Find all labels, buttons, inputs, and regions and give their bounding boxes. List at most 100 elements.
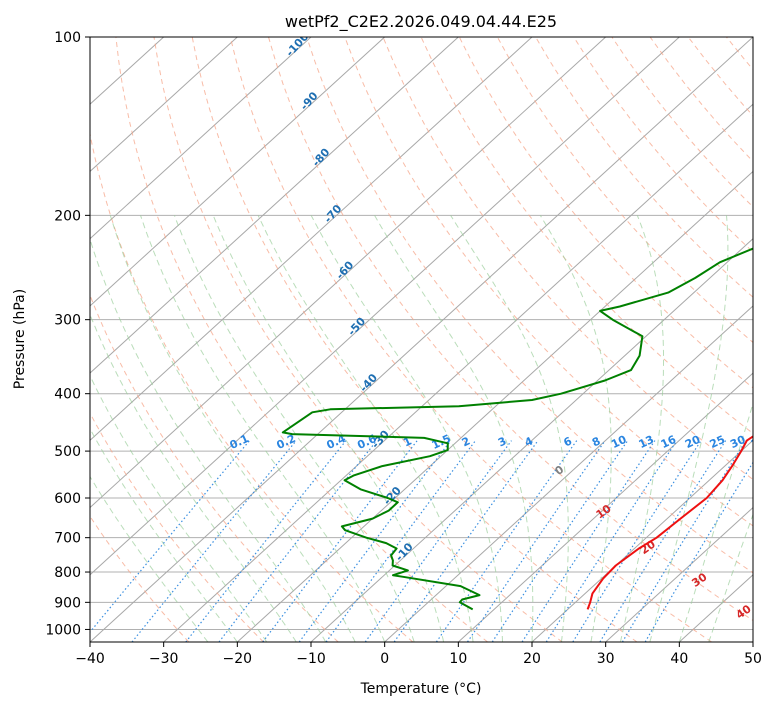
mixing-ratio-line <box>90 440 251 633</box>
x-tick-label: 0 <box>380 651 389 667</box>
moist-adiabat <box>90 313 297 642</box>
moist-adiabat-label: 30 <box>689 570 709 590</box>
isotherm-gridline <box>90 37 753 642</box>
moist-adiabat <box>374 215 534 642</box>
dry-adiabat-label: -40 <box>357 371 380 395</box>
isotherm-gridline <box>90 37 680 576</box>
dry-adiabat-label: -10 <box>393 540 416 564</box>
isotherm-gridline <box>531 439 753 642</box>
dry-adiabat <box>344 37 753 527</box>
dry-adiabat <box>191 37 638 642</box>
moist-adiabat <box>450 215 569 642</box>
y-tick-label: 600 <box>54 491 81 507</box>
dry-adiabat <box>153 37 563 642</box>
dry-adiabat-label: -30 <box>369 427 392 451</box>
isotherm-gridline <box>90 37 533 442</box>
mixing-ratio-label: 0.1 <box>228 432 251 452</box>
mixing-ratio-label: 6 <box>561 434 574 449</box>
moist-adiabat <box>140 215 386 642</box>
dry-adiabat <box>90 412 264 642</box>
isotherm-gridline <box>90 37 607 509</box>
mixing-ratio-line <box>131 440 297 642</box>
moist-adiabat <box>539 215 612 642</box>
mixing-ratio-line <box>218 440 378 642</box>
isotherm-gridline <box>90 37 312 240</box>
isotherm-gridline <box>90 37 238 173</box>
mixing-ratio-label: 36 <box>749 433 769 451</box>
y-axis-label: Pressure (hPa) <box>12 289 28 389</box>
x-tick-label: −20 <box>223 651 253 667</box>
moist-adiabat <box>90 427 238 642</box>
x-tick-label: 10 <box>449 651 467 667</box>
dry-adiabat <box>535 37 753 298</box>
dry-adiabat <box>268 37 753 622</box>
moist-adiabat <box>109 215 356 642</box>
y-tick-label: 500 <box>54 444 81 460</box>
dry-adiabat <box>649 37 753 163</box>
mixing-ratio-label: 10 <box>609 433 629 451</box>
x-tick-label: −30 <box>149 651 179 667</box>
moist-adiabat-label: 40 <box>734 602 754 622</box>
isotherm-gridline <box>90 37 386 307</box>
mixing-ratio-label: 25 <box>708 433 727 451</box>
plot-area: 0.1 0.2 0.4 0.6 1 1.5 2 3 4 6 8 10 13 16 20 25 30 36-100-… <box>90 30 775 642</box>
isotherm-gridline <box>236 170 753 642</box>
y-tick-label: 800 <box>54 565 81 581</box>
dry-adiabat <box>726 37 753 71</box>
dry-adiabat <box>687 37 753 117</box>
dry-adiabat <box>115 37 488 642</box>
mixing-ratio-line <box>572 440 702 642</box>
moist-adiabat <box>257 215 474 642</box>
dry-adiabat-label: -80 <box>310 146 333 170</box>
isotherm-gridline <box>457 372 753 642</box>
dry-adiabat <box>90 293 339 642</box>
mixing-ratio-line <box>466 440 606 642</box>
x-tick-label: −40 <box>75 651 105 667</box>
mixing-ratio-line <box>325 440 476 642</box>
y-tick-label: 900 <box>54 595 81 611</box>
dry-adiabat <box>90 515 190 642</box>
x-tick-label: 20 <box>523 651 541 667</box>
mixing-ratio-label: 16 <box>659 433 679 451</box>
plot-frame <box>89 36 754 643</box>
dry-adiabat <box>90 131 414 642</box>
y-tick-label: 400 <box>54 387 81 403</box>
isotherm-gridline <box>384 305 753 642</box>
mixing-ratio-line <box>644 461 753 642</box>
moist-adiabat <box>619 215 664 642</box>
mixing-ratio-line <box>521 440 656 642</box>
mixing-ratio-label: 20 <box>683 433 703 451</box>
temperature-profile-line <box>586 435 753 610</box>
mixing-ratio-label: 13 <box>637 433 656 451</box>
dry-adiabat-label: -90 <box>298 89 321 113</box>
chart-title: wetPf2_C2E2.2026.049.04.44.E25 <box>285 12 557 32</box>
isotherm-gridline <box>605 506 753 642</box>
y-tick-label: 200 <box>54 208 81 224</box>
mixing-ratio-line <box>262 440 418 642</box>
isotherm-gridline <box>163 103 753 642</box>
mixing-ratio-line <box>491 440 629 642</box>
dry-adiabat-label: -100 <box>283 30 311 59</box>
x-tick-label: 30 <box>597 651 615 667</box>
mixing-ratio-label: 8 <box>590 434 602 449</box>
dewpoint-profile-line <box>281 247 753 611</box>
dry-adiabat <box>229 37 712 642</box>
mixing-ratio-line <box>435 440 578 642</box>
dry-adiabat <box>458 37 753 389</box>
moist-adiabat <box>90 374 268 642</box>
dry-adiabat-label: -50 <box>345 315 368 339</box>
dry-adiabat <box>306 37 753 574</box>
dry-adiabat-label: -20 <box>381 484 404 508</box>
mixing-ratio-line <box>364 440 512 642</box>
mixing-ratio-line <box>621 440 747 642</box>
moist-adiabat <box>708 513 753 642</box>
x-tick-label: 50 <box>744 651 762 667</box>
y-tick-label: 300 <box>54 313 81 329</box>
moist-adiabat <box>310 215 503 642</box>
mixing-ratio-line <box>599 440 727 642</box>
dry-adiabat <box>765 37 775 642</box>
moist-adiabat-label: 10 <box>594 502 614 522</box>
x-axis-label: Temperature (°C) <box>360 681 482 697</box>
moist-adiabat <box>649 215 729 642</box>
moist-adiabat <box>90 237 327 642</box>
